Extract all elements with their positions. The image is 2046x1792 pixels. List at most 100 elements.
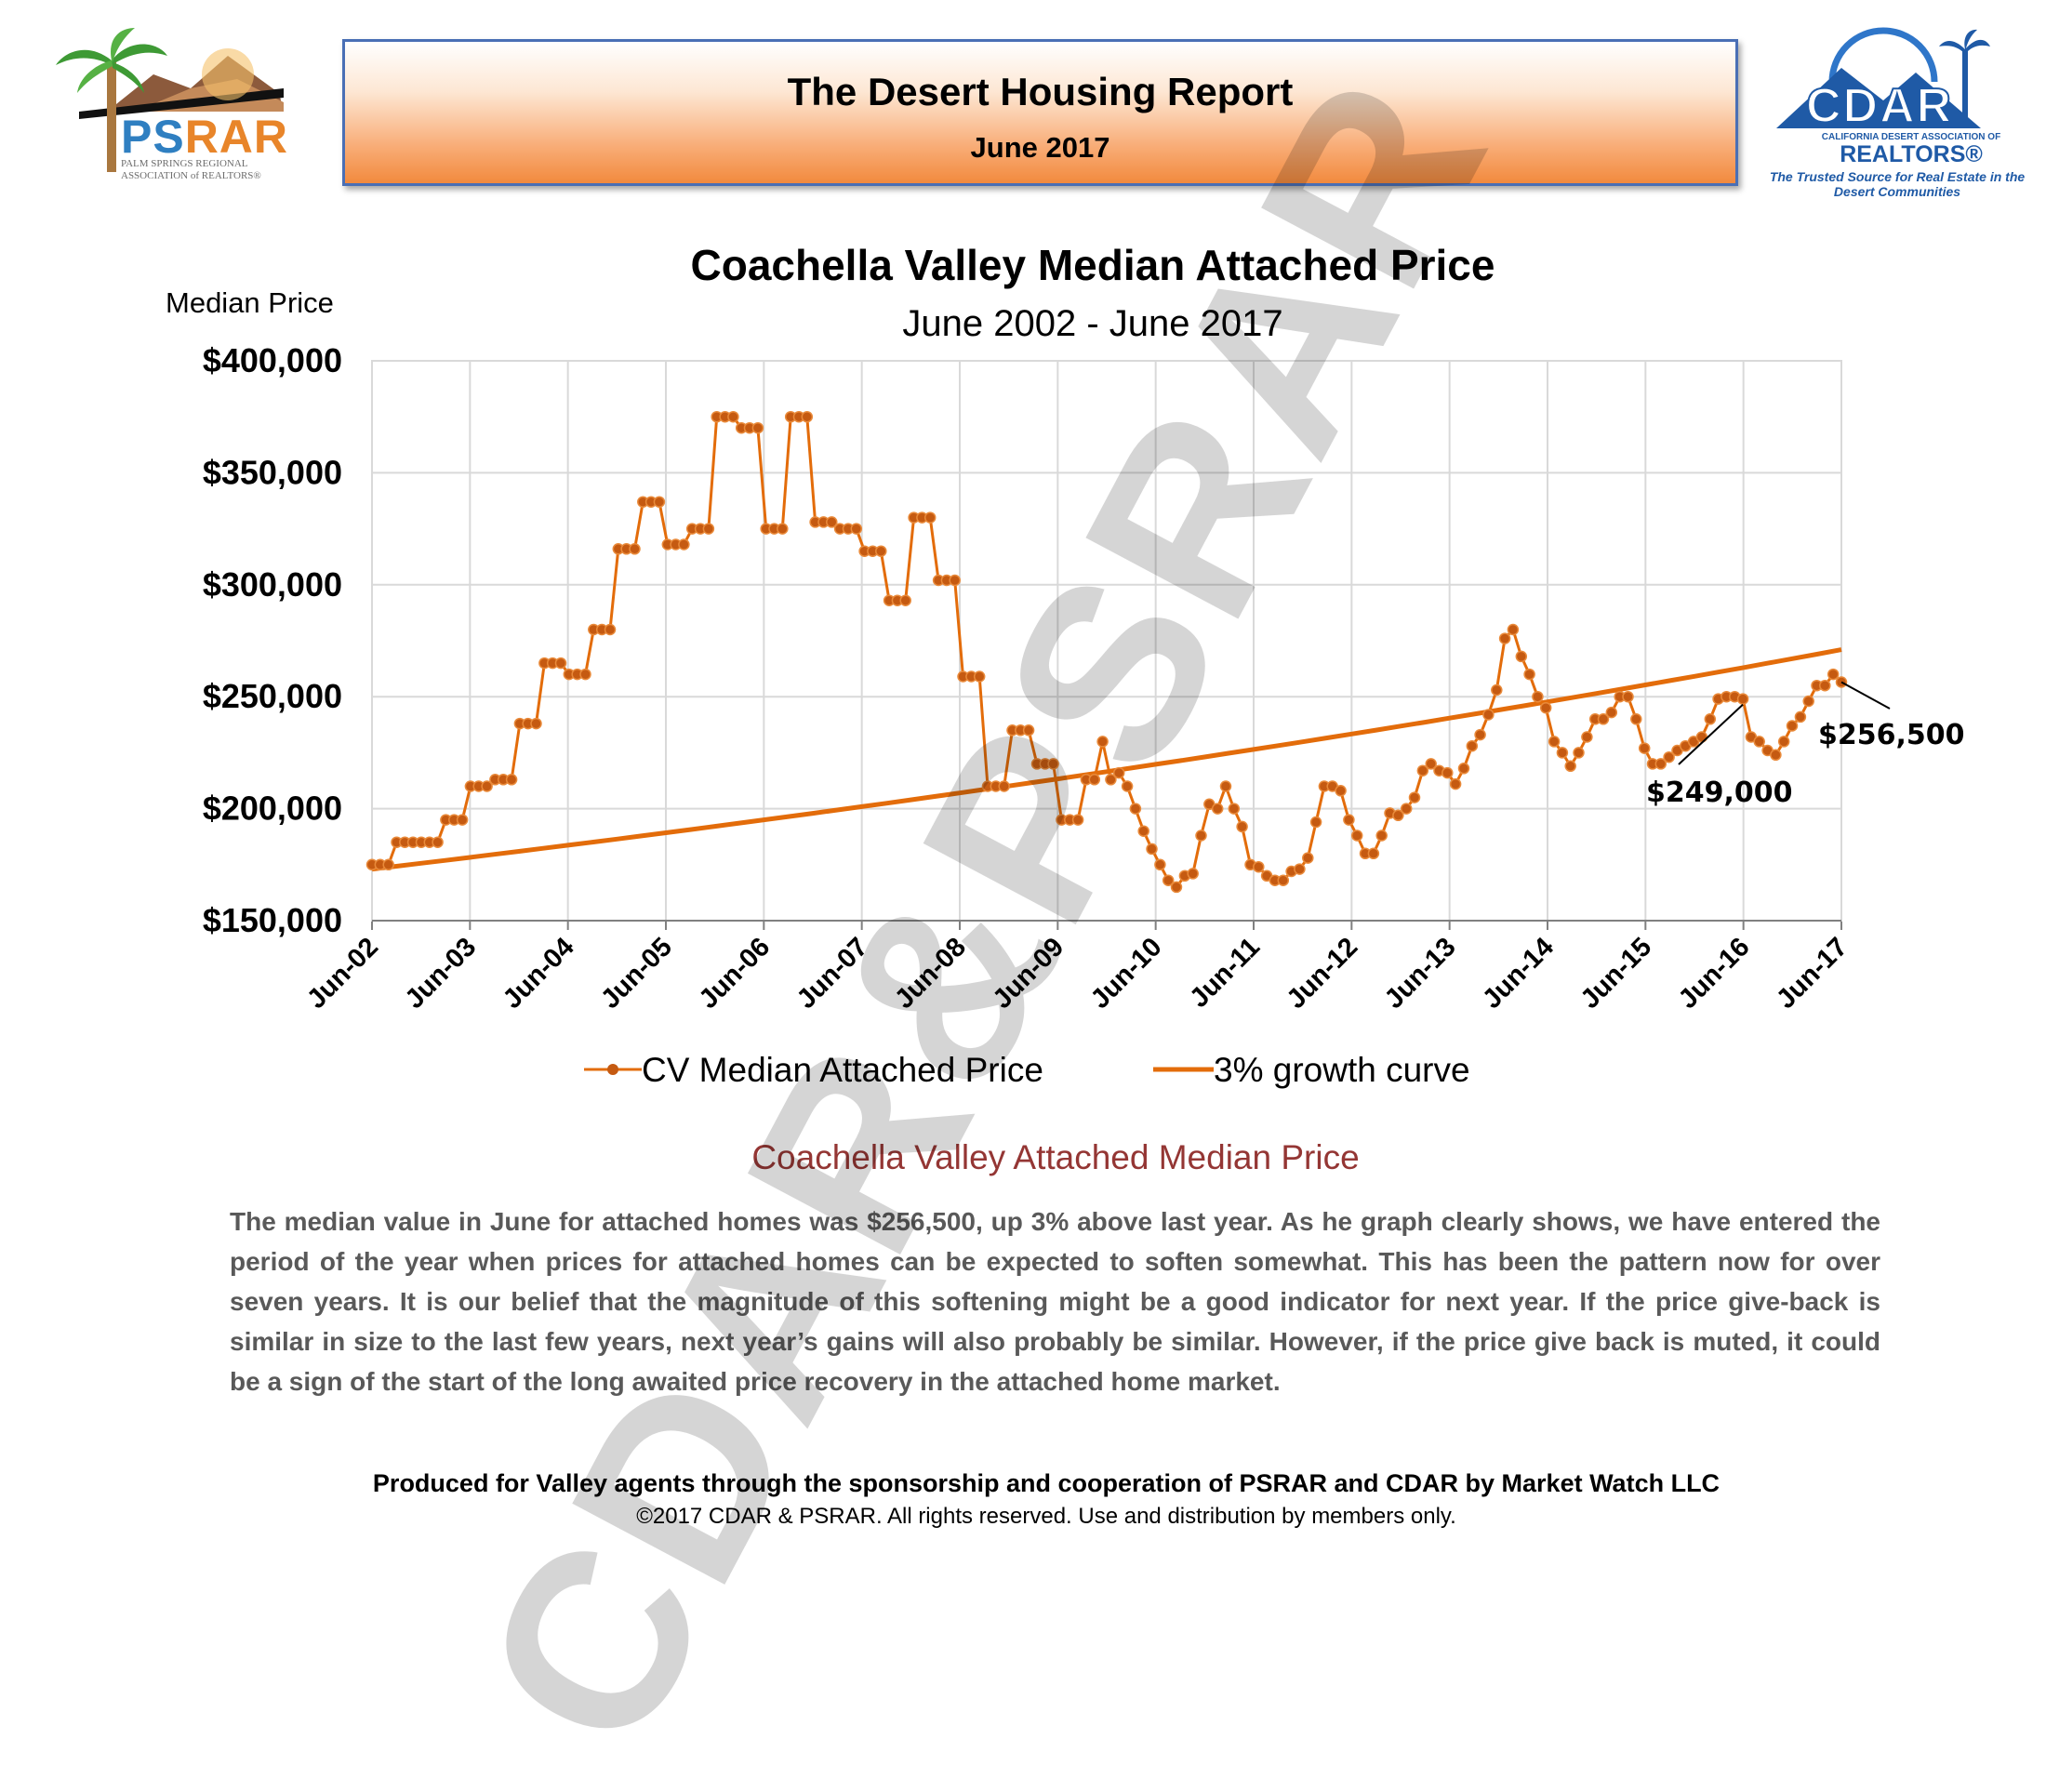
median-price-point <box>1112 766 1125 779</box>
chart-legend: CV Median Attached Price 3% growth curve <box>584 1051 1470 1089</box>
median-price-point <box>998 780 1010 792</box>
y-tick-label: $400,000 <box>203 341 342 379</box>
price-line-chart: $150,000 $200,000 $250,000 $300,000 $350,000… <box>203 341 1965 1089</box>
legend-median-label: CV Median Attached Price <box>642 1051 1043 1089</box>
cdar-logo-icon <box>1776 27 1990 128</box>
median-price-point <box>1162 874 1175 886</box>
median-price-point <box>1154 858 1166 871</box>
psrar-logo-text: PSRAR <box>121 111 289 163</box>
median-price-point <box>850 523 863 535</box>
median-price-point <box>1400 803 1413 815</box>
median-price-point <box>1638 742 1651 754</box>
median-price-point <box>604 623 617 636</box>
median-price-point <box>1794 710 1807 723</box>
median-price-point <box>1482 709 1495 721</box>
median-price-point <box>1096 736 1109 748</box>
footer-copyright: ©2017 CDAR & PSRAR. All rights reserved.… <box>636 1504 1456 1529</box>
median-price-point <box>1170 881 1183 894</box>
report-title: The Desert Housing Report <box>787 70 1294 113</box>
median-price-point <box>801 410 814 423</box>
median-price-point <box>899 594 911 606</box>
median-price-point <box>530 717 542 730</box>
median-price-point <box>1129 803 1142 815</box>
median-price-point <box>1597 713 1610 725</box>
x-tick-label: Jun-08 <box>889 932 972 1015</box>
chart-title: Coachella Valley Median Attached Price <box>690 241 1495 289</box>
median-price-point <box>579 668 591 681</box>
median-price-point <box>1343 814 1355 826</box>
y-tick-label: $150,000 <box>203 901 342 939</box>
median-price-point <box>1253 860 1265 873</box>
median-price-point <box>1219 780 1232 792</box>
median-price-point <box>629 543 641 555</box>
psrar-logo-subtitle: PALM SPRINGS REGIONAL ASSOCIATION of REA… <box>121 158 261 181</box>
x-tick-label: Jun-09 <box>988 932 1070 1015</box>
median-price-point <box>1548 736 1561 748</box>
section-body: The median value in June for attached ho… <box>230 1207 1880 1396</box>
median-price-point <box>456 814 469 826</box>
median-price-point <box>1532 690 1544 703</box>
annotation-leader <box>1840 681 1891 710</box>
median-price-point <box>1523 668 1535 681</box>
y-axis-label: Median Price <box>166 286 334 319</box>
median-price-point <box>1498 632 1511 644</box>
median-price-line <box>372 415 1843 890</box>
median-price-point <box>1088 774 1101 786</box>
median-price-point <box>1071 814 1084 826</box>
median-price-point <box>1137 825 1149 837</box>
median-price-point <box>1449 777 1462 790</box>
psrar-logo-icon <box>56 28 284 172</box>
median-price-point <box>1375 830 1388 842</box>
median-price-point <box>1457 763 1470 775</box>
median-price-point <box>1770 749 1782 762</box>
median-price-point <box>1302 852 1314 864</box>
x-tick-label: Jun-05 <box>595 932 678 1015</box>
median-price-point <box>1195 830 1207 842</box>
median-price-point <box>1416 764 1429 777</box>
section-heading: Coachella Valley Attached Median Price <box>751 1138 1360 1176</box>
median-price-point <box>1367 847 1380 860</box>
median-price-point <box>1802 695 1814 708</box>
x-tick-label: Jun-13 <box>1379 932 1462 1015</box>
median-price-point <box>1630 713 1642 725</box>
median-price-point <box>1187 868 1199 880</box>
median-price-point <box>1211 803 1224 815</box>
annotation-label-jun16: $249,000 <box>1646 777 1793 809</box>
median-price-point <box>1835 676 1848 688</box>
median-price-point <box>1564 760 1576 773</box>
median-price-point <box>1663 750 1675 763</box>
footer-credit: Produced for Valley agents through the s… <box>372 1469 1720 1497</box>
median-price-point <box>432 836 444 848</box>
median-price-point <box>1786 720 1799 732</box>
median-price-point <box>1047 758 1059 770</box>
median-price-point <box>1228 803 1241 815</box>
x-tick-label: Jun-04 <box>498 932 580 1015</box>
median-price-point <box>1622 690 1634 703</box>
chart-series <box>365 410 1848 894</box>
median-price-point <box>1425 758 1437 770</box>
median-price-point <box>727 410 739 423</box>
median-price-point <box>702 523 715 535</box>
median-price-point <box>875 545 887 557</box>
median-price-point <box>505 774 518 786</box>
x-tick-label: Jun-11 <box>1184 932 1266 1014</box>
median-price-point <box>1392 809 1404 822</box>
median-price-point <box>1105 774 1117 786</box>
x-tick-label: Jun-06 <box>694 932 777 1015</box>
median-price-point <box>1573 747 1585 759</box>
median-price-point <box>1294 863 1306 875</box>
chart-axes <box>371 360 1842 930</box>
annotation-label-jun17: $256,500 <box>1818 719 1965 751</box>
growth-curve-line <box>371 647 1842 872</box>
median-price-point <box>1474 728 1486 741</box>
report-banner: The Desert Housing Report June 2017 <box>342 39 1738 186</box>
x-tick-label: Jun-17 <box>1771 932 1853 1015</box>
cdar-logo-text: CDAR <box>1805 78 1954 134</box>
report-date: June 2017 <box>970 131 1110 164</box>
y-tick-label: $300,000 <box>203 565 342 604</box>
median-price-point <box>751 421 764 434</box>
x-tick-label: Jun-14 <box>1477 932 1560 1015</box>
median-price-point <box>1442 766 1454 779</box>
median-price-point <box>777 523 789 535</box>
median-price-point <box>481 780 493 792</box>
